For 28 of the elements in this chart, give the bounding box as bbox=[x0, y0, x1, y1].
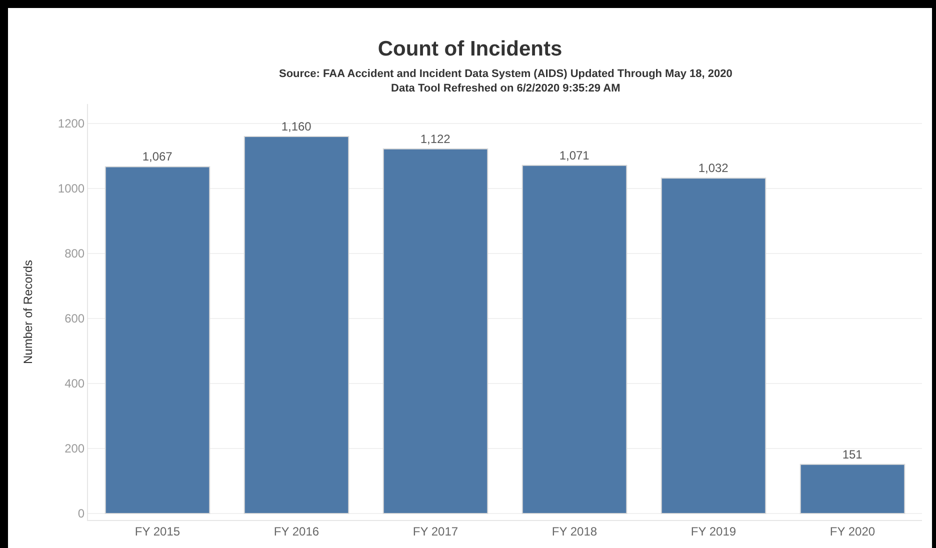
y-axis-title: Number of Records bbox=[21, 260, 36, 364]
y-tick-label: 600 bbox=[64, 312, 85, 326]
chart-subtitle: Source: FAA Accident and Incident Data System (AIDS) Updated Through May 18, 2020 Data Tool Refreshed on 6/2/2020 9:35:29 AM bbox=[279, 68, 732, 94]
y-tick-label: 0 bbox=[78, 506, 85, 521]
x-tick-label: FY 2020 bbox=[830, 524, 876, 538]
y-tick-label: 400 bbox=[64, 376, 85, 391]
x-tick-label: FY 2016 bbox=[274, 524, 320, 538]
x-tick-label: FY 2017 bbox=[412, 524, 458, 538]
bar bbox=[104, 166, 210, 514]
bar bbox=[800, 464, 906, 514]
bar bbox=[244, 136, 350, 514]
y-tick-label: 800 bbox=[64, 246, 85, 261]
data-label: 1,122 bbox=[420, 132, 451, 146]
y-tick-label: 1000 bbox=[58, 182, 85, 196]
data-label: 1,067 bbox=[142, 150, 173, 164]
bar bbox=[522, 164, 628, 514]
bar bbox=[660, 178, 766, 514]
bar bbox=[382, 148, 488, 514]
data-label: 151 bbox=[842, 447, 863, 462]
y-tick-label: 200 bbox=[64, 442, 85, 456]
x-tick-label: FY 2015 bbox=[134, 524, 180, 538]
y-tick-label: 1200 bbox=[58, 116, 85, 131]
x-tick-label: FY 2018 bbox=[552, 524, 598, 538]
chart-title: Count of Incidents bbox=[378, 37, 562, 60]
x-tick-label: FY 2019 bbox=[690, 524, 736, 538]
data-label: 1,032 bbox=[698, 161, 729, 176]
data-label: 1,071 bbox=[559, 148, 590, 162]
data-label: 1,160 bbox=[281, 120, 312, 134]
